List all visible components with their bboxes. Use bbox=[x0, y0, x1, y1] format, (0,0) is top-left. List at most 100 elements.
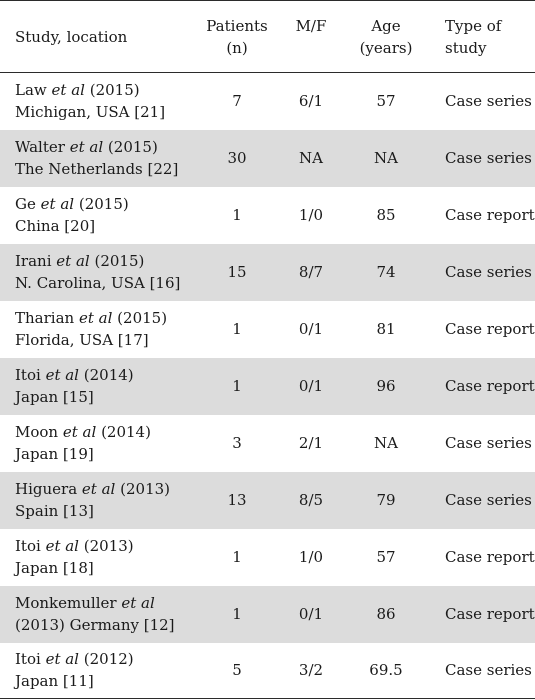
cell-patients: 1 bbox=[232, 377, 242, 395]
cell-study: Walter et al (2015) The Netherlands [22] bbox=[0, 130, 194, 187]
cell-mf: 8/7 bbox=[298, 263, 324, 281]
table-row: Ge et al (2015) China [20] 1 1/0 85 Case repo… bbox=[0, 186, 535, 244]
study-year: (2013) bbox=[83, 537, 134, 555]
cell-mf: 1/0 bbox=[298, 548, 324, 566]
study-author-line: Higuera et al (2013) bbox=[15, 478, 194, 500]
study-year: (2012) bbox=[83, 650, 134, 669]
study-etal: et al bbox=[45, 650, 79, 669]
cell-patients: 1 bbox=[232, 605, 242, 623]
study-etal: et al bbox=[51, 81, 85, 100]
cell-study: Irani et al (2015) N. Carolina, USA [16] bbox=[0, 244, 194, 301]
cell-mf: 6/1 bbox=[298, 92, 324, 111]
cell-type: Case series bbox=[445, 263, 532, 281]
cell-mf: 0/1 bbox=[298, 605, 324, 623]
study-author-line: Tharian et al (2015) bbox=[15, 307, 194, 329]
study-location: Japan [15] bbox=[15, 388, 94, 406]
cell-age: 96 bbox=[376, 377, 396, 395]
study-year: (2015) bbox=[107, 138, 158, 156]
study-author: Law bbox=[15, 81, 47, 100]
cell-age: 79 bbox=[376, 491, 396, 509]
cell-patients: 1 bbox=[232, 320, 242, 338]
table-row: Walter et al (2015) The Netherlands [22] 3… bbox=[0, 129, 535, 187]
study-location: Japan [19] bbox=[15, 445, 94, 463]
header-type: Type of study bbox=[445, 16, 502, 57]
study-year: (2014) bbox=[83, 366, 134, 384]
table-row: Higuera et al (2013) Spain [13] 13 8/5 79 Cas… bbox=[0, 471, 535, 529]
study-author-line: Itoi et al (2012) bbox=[15, 648, 194, 670]
cell-age: 81 bbox=[376, 320, 396, 338]
cell-mf: 8/5 bbox=[298, 491, 324, 509]
cell-mf: 3/2 bbox=[298, 661, 324, 680]
cell-type: Case report bbox=[445, 548, 535, 566]
cell-type: Case series bbox=[445, 661, 532, 680]
cell-study: Tharian et al (2015) Florida, USA [17] bbox=[0, 301, 194, 358]
study-etal: et al bbox=[81, 480, 116, 498]
study-author-line: Ge et al (2015) bbox=[15, 193, 194, 215]
study-author: Tharian bbox=[15, 309, 75, 327]
study-etal: et al bbox=[56, 252, 90, 270]
study-author: Monkemuller bbox=[15, 594, 117, 612]
study-year: (2015) bbox=[78, 195, 129, 213]
table-row: Law et al (2015) Michigan, USA [21] 7 6/1 57… bbox=[0, 72, 535, 130]
cell-mf: 0/1 bbox=[298, 377, 324, 395]
study-year: (2015) bbox=[117, 309, 168, 327]
table-row: Tharian et al (2015) Florida, USA [17] 1 0/… bbox=[0, 300, 535, 358]
cell-age: 69.5 bbox=[369, 661, 403, 680]
study-location: The Netherlands [22] bbox=[15, 160, 179, 178]
cell-type: Case report bbox=[445, 320, 535, 338]
study-author: Itoi bbox=[15, 366, 41, 384]
header-study: Study, location bbox=[15, 27, 128, 46]
cell-patients: 15 bbox=[227, 263, 247, 281]
cell-type: Case report bbox=[445, 206, 535, 224]
cell-study: Itoi et al (2014) Japan [15] bbox=[0, 358, 194, 415]
study-location: Michigan, USA [21] bbox=[15, 103, 166, 122]
study-location: Spain [13] bbox=[15, 502, 94, 520]
study-author: Itoi bbox=[15, 650, 41, 669]
cell-mf: 0/1 bbox=[298, 320, 324, 338]
cell-type: Case report bbox=[445, 605, 535, 623]
cell-patients: 1 bbox=[232, 206, 242, 224]
study-location: (2013) Germany [12] bbox=[15, 616, 175, 634]
cell-mf: 2/1 bbox=[298, 434, 324, 452]
cell-study: Higuera et al (2013) Spain [13] bbox=[0, 472, 194, 529]
cell-patients: 30 bbox=[227, 149, 247, 167]
study-year: (2015) bbox=[94, 252, 145, 270]
study-etal: et al bbox=[40, 195, 75, 213]
study-author-line: Moon et al (2014) bbox=[15, 421, 194, 443]
cell-age: 57 bbox=[376, 92, 396, 111]
study-author-line: Itoi et al (2013) bbox=[15, 535, 194, 557]
study-location: Japan [18] bbox=[15, 559, 94, 577]
study-author: Higuera bbox=[15, 480, 78, 498]
cell-study: Moon et al (2014) Japan [19] bbox=[0, 415, 194, 472]
cell-age: 74 bbox=[376, 263, 396, 281]
table-row: Itoi et al (2012) Japan [11] 5 3/2 69.5 Case … bbox=[0, 642, 535, 699]
cell-patients: 7 bbox=[232, 92, 242, 111]
cell-patients: 5 bbox=[232, 661, 242, 680]
header-mf: M/F bbox=[295, 16, 327, 35]
cell-type: Case series bbox=[445, 92, 532, 111]
cell-study: Itoi et al (2012) Japan [11] bbox=[0, 643, 194, 699]
study-etal: et al bbox=[121, 594, 155, 612]
study-author: Itoi bbox=[15, 537, 41, 555]
study-author: Walter bbox=[15, 138, 65, 156]
cell-patients: 3 bbox=[232, 434, 242, 452]
study-author-line: Irani et al (2015) bbox=[15, 250, 194, 272]
study-author-line: Law et al (2015) bbox=[15, 79, 194, 101]
table-row: Itoi et al (2013) Japan [18] 1 1/0 57 Case re… bbox=[0, 528, 535, 586]
cell-type: Case series bbox=[445, 149, 532, 167]
cell-type: Case series bbox=[445, 491, 532, 509]
study-author: Ge bbox=[15, 195, 36, 213]
study-author: Moon bbox=[15, 423, 59, 441]
study-author-line: Walter et al (2015) bbox=[15, 136, 194, 158]
table-row: Itoi et al (2014) Japan [15] 1 0/1 96 Case re… bbox=[0, 357, 535, 415]
cell-age: NA bbox=[374, 434, 398, 452]
study-year: (2015) bbox=[89, 81, 140, 100]
cell-type: Case report bbox=[445, 377, 535, 395]
study-etal: et al bbox=[62, 423, 97, 441]
cell-age: 85 bbox=[376, 206, 396, 224]
study-location: Florida, USA [17] bbox=[15, 331, 149, 349]
study-location: China [20] bbox=[15, 217, 96, 235]
study-etal: et al bbox=[45, 366, 79, 384]
study-location: Japan [11] bbox=[15, 672, 94, 691]
